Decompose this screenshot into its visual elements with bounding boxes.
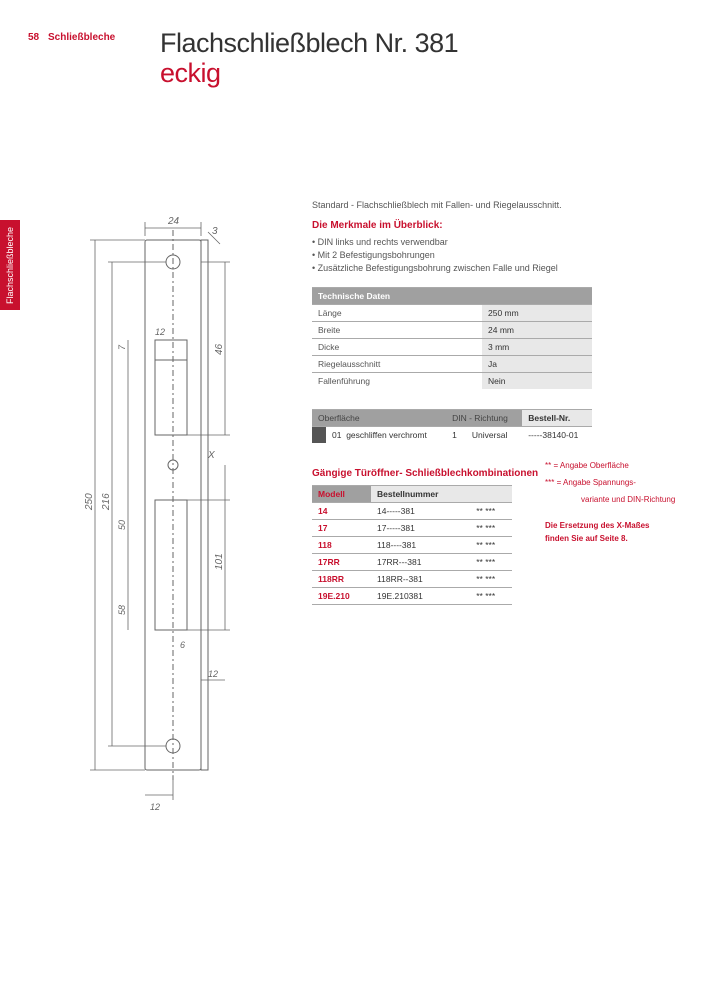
- combo-hdr-num: Bestellnummer: [371, 486, 470, 503]
- title-main: Flachschließblech Nr. 381: [160, 28, 458, 59]
- title-sub: eckig: [160, 58, 221, 89]
- order-row: 01 geschliffen verchromt 1 Universal ---…: [312, 427, 592, 444]
- combo-row: 17RR17RR---381** ***: [312, 554, 512, 571]
- svg-text:6: 6: [180, 640, 185, 650]
- combos-table: Modell Bestellnummer 1414-----381** *** …: [312, 485, 512, 605]
- feature-item: DIN links und rechts verwendbar: [312, 237, 682, 247]
- legend-note: finden Sie auf Seite 8.: [545, 533, 695, 546]
- page-category: Schließbleche: [48, 32, 115, 43]
- feature-item: Mit 2 Befestigungsbohrungen: [312, 250, 682, 260]
- technical-drawing: 24 3 250 216 7 50 58 46 101 X 12 6: [60, 200, 290, 850]
- side-tab: Flachschließbleche: [0, 220, 20, 310]
- table-row: Riegelausschnitt: [312, 356, 482, 373]
- table-row: Länge: [312, 305, 482, 322]
- legend-line: *** = Angabe Spannungs-: [545, 477, 695, 490]
- order-hdr-din: DIN - Richtung: [446, 410, 522, 427]
- svg-text:12: 12: [155, 327, 165, 337]
- svg-text:50: 50: [117, 520, 127, 530]
- features-list: DIN links und rechts verwendbar Mit 2 Be…: [312, 237, 682, 273]
- combo-row: 1717-----381** ***: [312, 520, 512, 537]
- table-row: Fallenführung: [312, 373, 482, 390]
- combo-row: 118118----381** ***: [312, 537, 512, 554]
- dim-216: 216: [101, 493, 112, 511]
- legend: ** = Angabe Oberfläche *** = Angabe Span…: [545, 460, 695, 546]
- techdata-header: Technische Daten: [312, 288, 592, 305]
- dim-width: 24: [167, 216, 180, 227]
- order-hdr-surface: Oberfläche: [312, 410, 446, 427]
- dim-250: 250: [84, 493, 95, 511]
- combo-hdr-model: Modell: [312, 486, 371, 503]
- techdata-table: Technische Daten Länge250 mm Breite24 mm…: [312, 287, 592, 389]
- combo-row: 118RR118RR--381** ***: [312, 571, 512, 588]
- combo-row: 1414-----381** ***: [312, 503, 512, 520]
- swatch-icon: [312, 427, 326, 444]
- svg-text:12: 12: [150, 802, 160, 812]
- svg-text:12: 12: [208, 669, 218, 679]
- svg-text:46: 46: [214, 343, 225, 355]
- intro-text: Standard - Flachschließblech mit Fallen-…: [312, 200, 682, 210]
- features-heading: Die Merkmale im Überblick:: [312, 220, 682, 231]
- order-hdr-num: Bestell-Nr.: [522, 410, 592, 427]
- order-table: Oberfläche DIN - Richtung Bestell-Nr. 01…: [312, 409, 592, 443]
- table-row: Dicke: [312, 339, 482, 356]
- combo-row: 19E.21019E.210381** ***: [312, 588, 512, 605]
- legend-line: ** = Angabe Oberfläche: [545, 460, 695, 473]
- svg-text:7: 7: [117, 344, 127, 350]
- page-number: 58: [28, 32, 39, 43]
- svg-text:58: 58: [117, 605, 127, 615]
- legend-line: variante und DIN-Richtung: [545, 494, 695, 507]
- dim-x: X: [207, 450, 215, 461]
- legend-note: Die Ersetzung des X-Maßes: [545, 520, 695, 533]
- feature-item: Zusätzliche Befestigungsbohrung zwischen…: [312, 263, 682, 273]
- svg-text:101: 101: [214, 553, 225, 570]
- dim-thick: 3: [212, 226, 218, 237]
- table-row: Breite: [312, 322, 482, 339]
